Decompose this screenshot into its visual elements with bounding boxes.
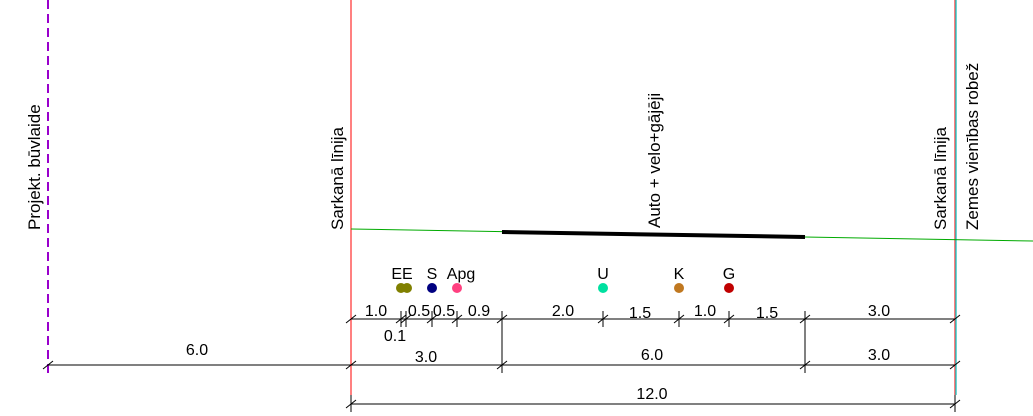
- dim-row1-value-3: 0.5: [433, 303, 455, 320]
- utility-marker-S: [427, 283, 437, 293]
- utility-label-Apg: Apg: [447, 266, 475, 283]
- dim-row2-value-3: 3.0: [868, 347, 890, 364]
- dim-row1-value-0: 1.0: [365, 303, 387, 320]
- dim-row1-tick: [949, 314, 961, 324]
- utility-label-EE: EE: [391, 266, 412, 283]
- dim-row2-tick: [42, 360, 54, 370]
- dim-row1-value-8: 1.5: [756, 305, 778, 322]
- utility-U: U: [597, 266, 609, 293]
- dim-row2-tick: [949, 360, 961, 370]
- utility-marker-G: [724, 283, 734, 293]
- utility-Apg: Apg: [447, 266, 475, 293]
- road-surface: [501, 230, 806, 239]
- utility-S: S: [427, 266, 438, 293]
- dim-row1-tick: [345, 314, 357, 324]
- utility-marker-Apg: [452, 283, 462, 293]
- utility-label-S: S: [427, 266, 438, 283]
- utility-marker-EE-2: [402, 283, 412, 293]
- property-border-label: Zemes vienības robež: [963, 63, 982, 230]
- utility-EE: EE: [391, 266, 413, 293]
- red-line-left-label: Sarkanā līnija: [328, 126, 347, 230]
- dim-row2-tick: [345, 360, 357, 370]
- dim-row1-value-4: 0.9: [468, 303, 490, 320]
- dim-row1-value-9: 3.0: [868, 303, 890, 320]
- road-label: Auto + velo+gājēji: [645, 93, 664, 228]
- dim-row2-value-1: 3.0: [415, 349, 437, 366]
- utility-G: G: [723, 266, 735, 293]
- dim-row1-value-1: 0.1: [384, 328, 406, 345]
- utility-label-G: G: [723, 266, 735, 283]
- dimension-row-1: [345, 311, 961, 327]
- utility-marker-U: [598, 283, 608, 293]
- red-line-right-label: Sarkanā līnija: [931, 126, 950, 230]
- dim-row1-value-5: 2.0: [552, 303, 574, 320]
- dimension-row-2: [42, 327, 961, 373]
- dim-row2-value-2: 6.0: [641, 347, 663, 364]
- dim-row3-value-0: 12.0: [636, 386, 667, 403]
- building-line-label: Projekt. būvlaide: [25, 104, 44, 230]
- dimension-row-3: [345, 395, 961, 412]
- dim-row1-value-2: 0.5: [408, 303, 430, 320]
- utility-label-U: U: [597, 266, 609, 283]
- utility-K: K: [674, 266, 685, 293]
- dim-row2-value-0: 6.0: [186, 342, 208, 359]
- dim-row1-value-6: 1.5: [629, 305, 651, 322]
- utility-label-K: K: [674, 266, 685, 283]
- utility-marker-K: [674, 283, 684, 293]
- dim-row1-value-7: 1.0: [694, 303, 716, 320]
